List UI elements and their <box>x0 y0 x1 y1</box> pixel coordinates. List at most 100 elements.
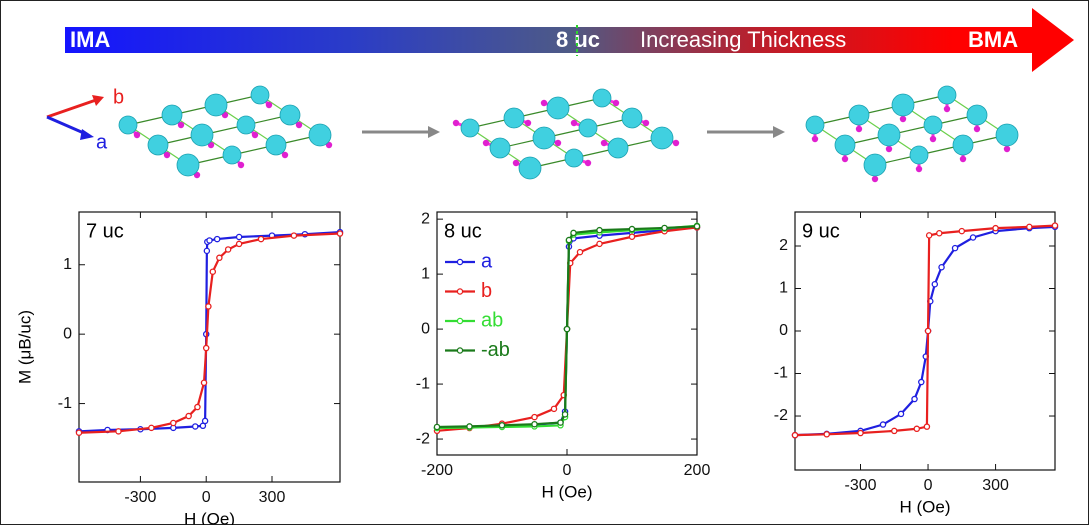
spin-head <box>265 101 273 109</box>
legend-marker <box>456 258 464 266</box>
data-point <box>202 344 210 352</box>
x-tick-label: -200 <box>421 462 453 479</box>
data-point <box>879 421 887 428</box>
data-point <box>693 223 701 230</box>
data-point <box>936 230 943 237</box>
y-tick-label: 0 <box>779 322 788 339</box>
y-tick-label: 2 <box>779 237 788 254</box>
data-point <box>1026 223 1033 231</box>
series-line <box>78 231 341 433</box>
atom <box>578 118 598 138</box>
atom <box>190 123 214 147</box>
spin-head <box>811 135 819 143</box>
x-tick-label: 300 <box>259 489 286 506</box>
atom <box>995 123 1019 147</box>
spin-head <box>841 155 849 163</box>
spin-head <box>899 115 907 123</box>
data-point <box>206 237 213 244</box>
data-point <box>148 424 155 432</box>
data-point <box>911 395 918 403</box>
axis-a-label: a <box>96 131 108 153</box>
x-axis-label: H (Oe) <box>184 509 235 525</box>
data-point <box>576 248 584 256</box>
spin-head <box>251 131 259 139</box>
y-tick-label: -2 <box>416 430 430 447</box>
legend-marker <box>456 317 464 325</box>
spin-head <box>973 125 981 133</box>
data-point <box>969 234 977 241</box>
data-point <box>913 425 921 433</box>
atom <box>848 104 870 126</box>
series-line <box>78 232 341 434</box>
data-point <box>1051 222 1059 229</box>
data-point <box>561 411 569 418</box>
data-point <box>194 403 201 411</box>
data-point <box>191 423 199 430</box>
data-point <box>791 431 799 439</box>
data-point <box>185 412 192 420</box>
data-point <box>628 233 636 240</box>
atom <box>564 148 584 168</box>
spin-head <box>163 151 171 159</box>
spin-head <box>281 151 289 159</box>
data-point <box>661 224 668 232</box>
data-point <box>823 431 830 438</box>
x-tick-label: 200 <box>684 462 711 479</box>
atom <box>460 118 480 138</box>
y-tick-label: 0 <box>63 325 72 342</box>
atom <box>118 115 138 135</box>
x-tick-label: 300 <box>982 477 1009 494</box>
spin-head <box>584 159 592 167</box>
data-point <box>951 244 959 252</box>
atom <box>308 123 332 147</box>
ima-label: IMA <box>70 27 110 52</box>
spin-head <box>855 125 863 133</box>
y-tick-label: -1 <box>416 375 430 392</box>
spin-head <box>237 161 245 169</box>
data-point <box>938 264 945 271</box>
atom <box>592 88 612 108</box>
data-point <box>570 229 577 237</box>
atom <box>265 134 287 156</box>
data-point <box>75 429 83 436</box>
data-point <box>498 422 506 429</box>
atom <box>891 93 915 117</box>
spin-head <box>672 139 680 147</box>
atom <box>236 115 256 135</box>
spin-head <box>452 119 460 127</box>
data-point <box>336 230 344 237</box>
axis-b-arrow <box>46 98 97 119</box>
axis-a-head <box>80 129 94 140</box>
data-point <box>924 327 932 335</box>
data-point <box>235 240 243 248</box>
spin-head <box>133 131 141 139</box>
data-point <box>224 246 232 253</box>
atom <box>161 104 183 126</box>
atom <box>923 115 943 135</box>
atom <box>503 107 525 129</box>
x-tick-label: 0 <box>924 477 933 494</box>
atom <box>877 123 901 147</box>
spin-head <box>915 165 923 173</box>
atom <box>966 104 988 126</box>
data-point <box>433 423 441 431</box>
y-tick-label: 2 <box>421 210 430 227</box>
data-point <box>628 225 636 233</box>
spin-head <box>482 139 490 147</box>
data-point <box>897 410 905 418</box>
data-point <box>931 281 939 288</box>
legend-label: b <box>481 280 492 302</box>
x-axis-label: H (Oe) <box>900 497 951 516</box>
thickness-arrow <box>65 8 1074 72</box>
data-point <box>925 232 933 239</box>
spin-head <box>929 135 937 143</box>
plot-frame <box>78 211 341 483</box>
atom <box>279 104 301 126</box>
data-point <box>923 423 931 430</box>
data-point <box>203 247 211 255</box>
data-point <box>290 232 298 239</box>
atom <box>937 85 957 105</box>
